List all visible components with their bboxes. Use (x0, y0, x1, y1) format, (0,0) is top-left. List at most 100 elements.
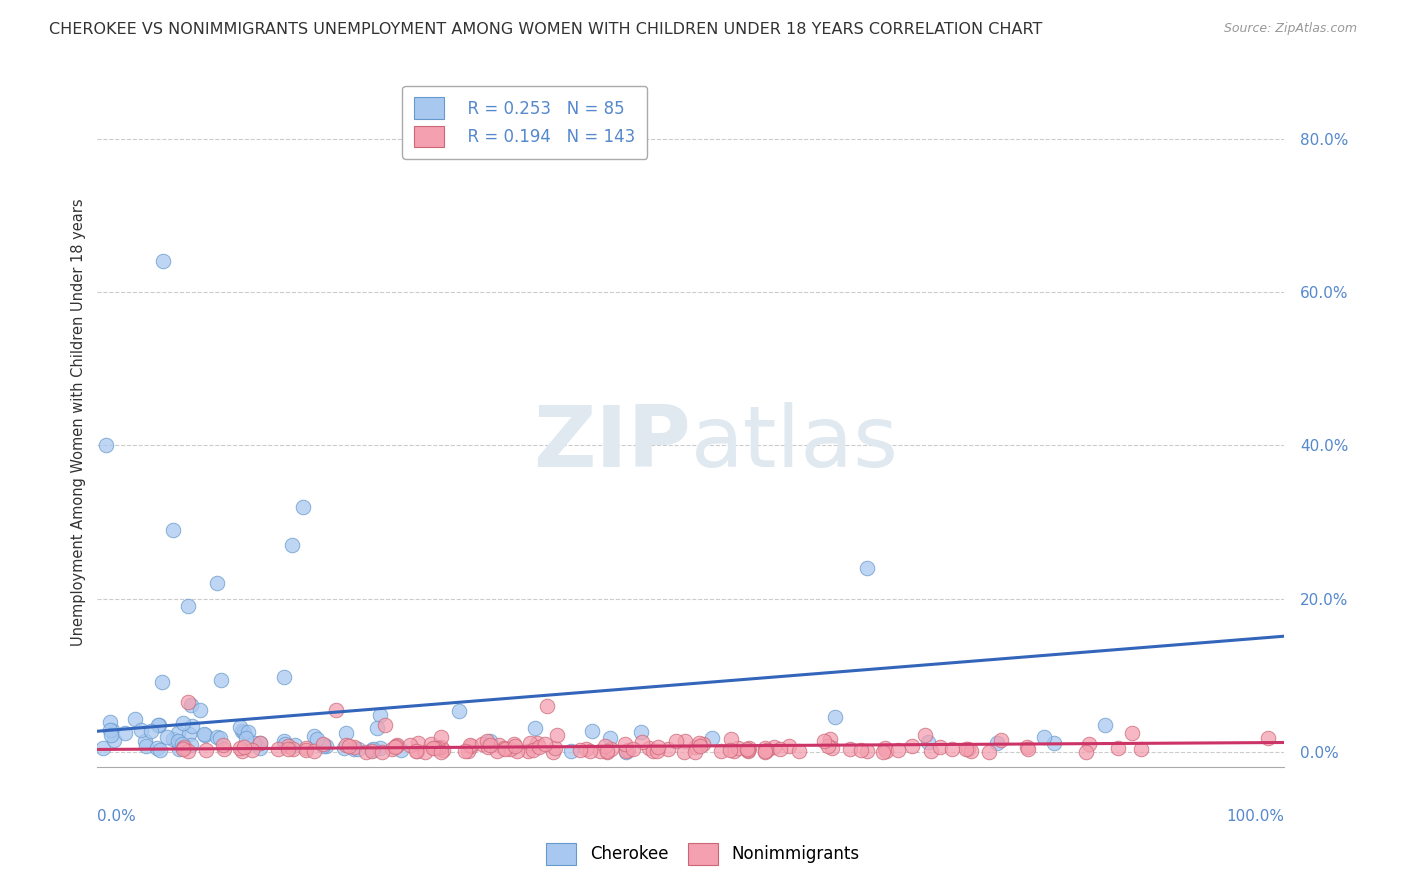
Point (150, 674, 173, 689)
Point (447, 704, 470, 718)
Point (249, 736, 271, 750)
Point (536, 698, 558, 713)
Point (702, 731, 724, 745)
Text: atlas: atlas (690, 401, 898, 484)
Point (875, 744, 897, 758)
Point (875, 740, 897, 755)
Point (492, 741, 515, 756)
Point (986, 736, 1008, 750)
Point (427, 741, 450, 756)
Point (114, 726, 136, 740)
Point (560, 744, 582, 758)
Point (305, 732, 328, 747)
Point (170, 737, 193, 751)
Point (710, 744, 733, 758)
Point (302, 730, 325, 744)
Point (273, 670, 295, 684)
Point (389, 743, 412, 757)
Point (292, 500, 315, 514)
Point (177, 744, 200, 758)
Y-axis label: Unemployment Among Women with Children Under 18 years: Unemployment Among Women with Children U… (72, 199, 86, 646)
Point (457, 744, 479, 758)
Point (477, 739, 499, 754)
Point (194, 743, 217, 757)
Point (614, 745, 637, 759)
Point (578, 744, 600, 758)
Point (146, 741, 169, 756)
Point (688, 736, 710, 750)
Point (172, 715, 194, 730)
Point (581, 723, 603, 738)
Point (148, 743, 170, 757)
Point (361, 742, 384, 756)
Point (284, 738, 307, 752)
Text: Source: ZipAtlas.com: Source: ZipAtlas.com (1223, 22, 1357, 36)
Point (824, 710, 846, 724)
Point (737, 741, 759, 756)
Point (207, 576, 229, 591)
Point (384, 739, 406, 754)
Point (135, 739, 157, 753)
Text: 100.0%: 100.0% (1226, 809, 1284, 823)
Point (600, 741, 623, 756)
Point (167, 742, 190, 756)
Point (240, 743, 263, 757)
Point (683, 739, 706, 754)
Point (616, 744, 638, 758)
Point (162, 732, 184, 747)
Point (98, 714, 121, 729)
Point (346, 742, 368, 756)
Point (886, 743, 908, 757)
Point (546, 728, 568, 742)
Point (420, 737, 443, 751)
Point (900, 739, 922, 753)
Point (541, 745, 564, 759)
Point (356, 745, 378, 759)
Point (406, 744, 429, 758)
Point (363, 742, 385, 756)
Point (596, 744, 619, 758)
Point (399, 739, 422, 753)
Point (672, 745, 695, 759)
Point (524, 721, 547, 735)
Point (475, 734, 498, 748)
Point (96, 438, 118, 452)
Point (657, 742, 679, 756)
Point (368, 707, 391, 722)
Point (304, 744, 326, 758)
Point (479, 734, 502, 748)
Point (295, 740, 318, 755)
Point (595, 745, 617, 759)
Point (494, 742, 516, 756)
Point (517, 744, 540, 758)
Point (817, 739, 839, 753)
Point (124, 712, 146, 726)
Point (432, 743, 454, 757)
Point (180, 698, 202, 712)
Point (488, 738, 510, 752)
Point (737, 742, 759, 756)
Point (588, 744, 610, 758)
Point (720, 731, 742, 746)
Point (385, 739, 408, 754)
Point (180, 738, 202, 752)
Point (454, 744, 477, 758)
Point (148, 718, 170, 732)
Point (458, 738, 481, 752)
Point (173, 740, 195, 755)
Point (471, 738, 494, 752)
Point (212, 742, 235, 756)
Point (249, 740, 271, 755)
Point (778, 739, 800, 753)
Point (273, 734, 295, 748)
Point (373, 718, 395, 732)
Point (503, 737, 526, 751)
Point (478, 738, 501, 752)
Point (787, 744, 810, 758)
Point (621, 741, 644, 756)
Point (914, 728, 936, 742)
Point (193, 727, 215, 741)
Point (613, 737, 636, 751)
Point (361, 744, 384, 758)
Point (503, 739, 526, 753)
